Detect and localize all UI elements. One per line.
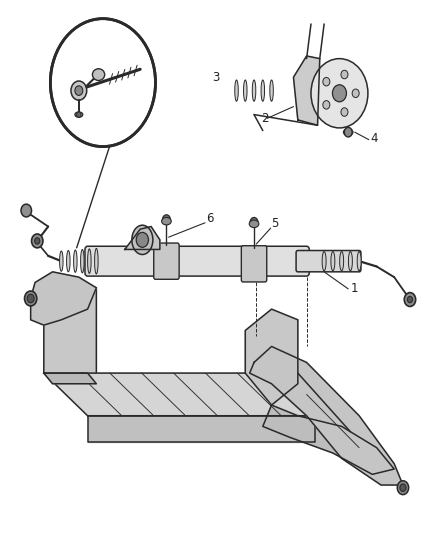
Circle shape — [21, 204, 32, 217]
Text: 2: 2 — [261, 111, 269, 125]
Text: 3: 3 — [212, 71, 220, 84]
FancyBboxPatch shape — [296, 251, 361, 272]
Ellipse shape — [348, 252, 352, 271]
Ellipse shape — [60, 251, 63, 271]
Ellipse shape — [74, 250, 77, 272]
Ellipse shape — [75, 112, 83, 117]
Ellipse shape — [252, 80, 256, 101]
Ellipse shape — [249, 220, 259, 228]
Ellipse shape — [235, 80, 238, 101]
Ellipse shape — [88, 249, 91, 273]
Polygon shape — [245, 309, 298, 405]
Text: 4: 4 — [370, 132, 378, 145]
Ellipse shape — [162, 217, 171, 225]
Polygon shape — [44, 373, 315, 416]
FancyBboxPatch shape — [241, 246, 267, 282]
Circle shape — [250, 217, 258, 227]
Circle shape — [341, 108, 348, 116]
Circle shape — [136, 232, 148, 247]
Circle shape — [27, 294, 34, 303]
Ellipse shape — [67, 251, 70, 272]
Ellipse shape — [357, 252, 361, 271]
Ellipse shape — [343, 129, 353, 136]
Ellipse shape — [244, 80, 247, 101]
Circle shape — [323, 101, 330, 109]
Ellipse shape — [92, 69, 105, 80]
Polygon shape — [44, 277, 96, 373]
Circle shape — [407, 296, 413, 303]
Text: 1: 1 — [350, 281, 358, 295]
Circle shape — [404, 293, 416, 306]
Ellipse shape — [340, 252, 343, 271]
Circle shape — [162, 215, 170, 224]
Polygon shape — [88, 416, 315, 442]
Circle shape — [352, 89, 359, 98]
Ellipse shape — [132, 225, 153, 255]
Circle shape — [35, 238, 40, 244]
Circle shape — [332, 85, 346, 102]
Circle shape — [75, 86, 83, 95]
Ellipse shape — [270, 80, 273, 101]
Text: 6: 6 — [206, 212, 213, 225]
Polygon shape — [44, 373, 96, 384]
Polygon shape — [125, 227, 160, 249]
Circle shape — [397, 481, 409, 495]
Circle shape — [32, 234, 43, 248]
Circle shape — [344, 127, 352, 137]
Ellipse shape — [81, 249, 84, 273]
Circle shape — [341, 70, 348, 79]
Polygon shape — [263, 405, 394, 474]
Ellipse shape — [95, 248, 98, 274]
Polygon shape — [250, 346, 403, 485]
Polygon shape — [293, 56, 320, 125]
Circle shape — [323, 77, 330, 86]
Circle shape — [400, 484, 406, 491]
FancyBboxPatch shape — [154, 243, 179, 279]
Ellipse shape — [261, 80, 265, 101]
Circle shape — [50, 19, 155, 147]
Circle shape — [25, 291, 37, 306]
Circle shape — [77, 112, 81, 117]
Polygon shape — [31, 272, 96, 325]
Text: 5: 5 — [272, 216, 279, 230]
Ellipse shape — [331, 252, 335, 271]
Ellipse shape — [322, 252, 326, 271]
FancyBboxPatch shape — [85, 246, 309, 276]
Circle shape — [311, 59, 368, 128]
Circle shape — [71, 81, 87, 100]
